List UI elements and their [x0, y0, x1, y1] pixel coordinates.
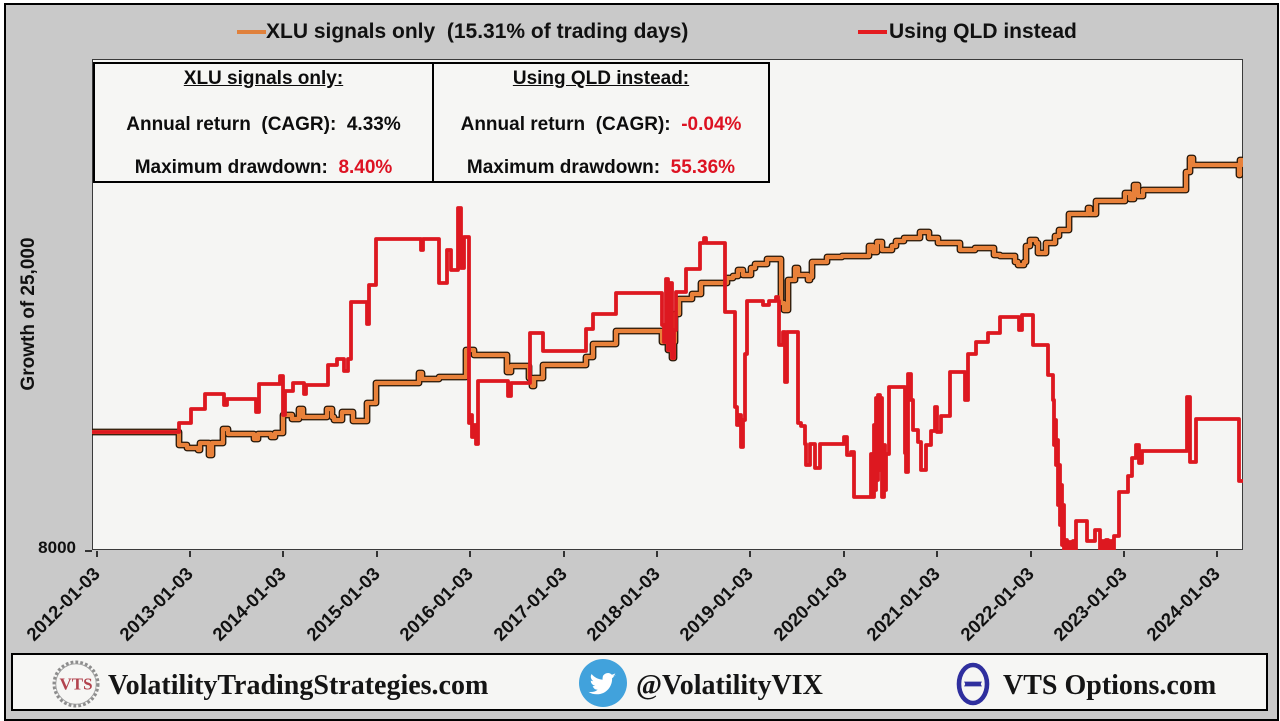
svg-text:VTS: VTS — [59, 675, 92, 694]
